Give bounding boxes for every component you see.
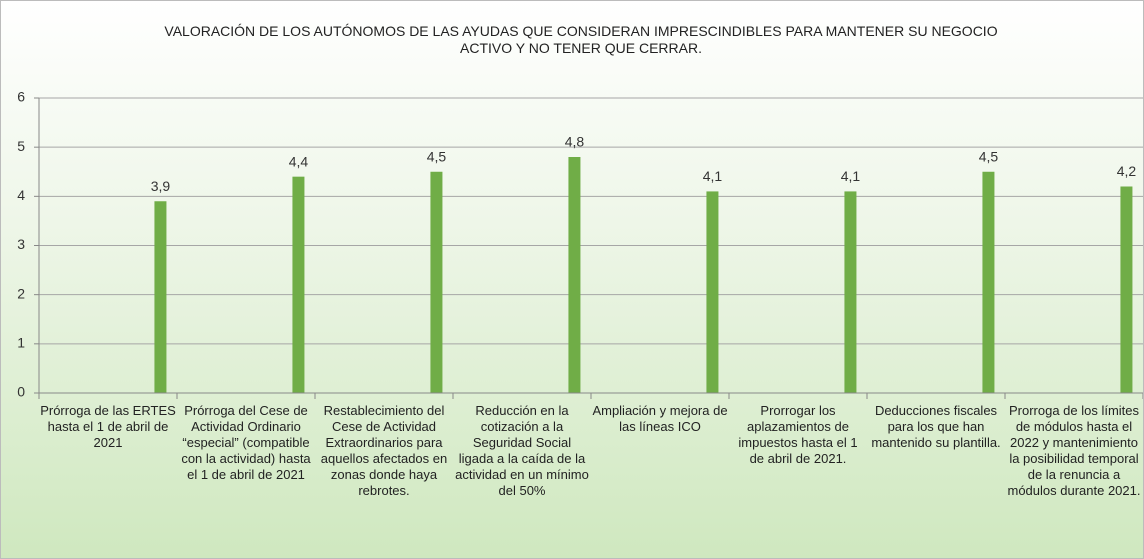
y-tick-label: 1 (17, 335, 25, 351)
y-tick-label: 0 (17, 384, 25, 400)
x-tick-label: Restablecimiento del Cese de Actividad E… (320, 403, 448, 498)
x-tick-label: Prórroga de las ERTES hasta el 1 de abri… (40, 403, 176, 450)
y-tick-label: 3 (17, 236, 25, 252)
x-tick-label: Ampliación y mejora de las líneas ICO (592, 403, 728, 434)
value-label: 3,9 (151, 178, 171, 194)
bar (982, 171, 995, 393)
value-label: 4,4 (289, 153, 309, 169)
x-tick-label: Deducciones fiscales para los que han ma… (871, 403, 1001, 450)
value-label: 4,2 (1117, 163, 1137, 179)
y-tick-label: 6 (17, 89, 25, 105)
x-tick-label: Prorrogar los aplazamientos de impuestos… (738, 403, 858, 466)
x-tick-label: Reducción en la cotización a la Segurida… (455, 403, 589, 498)
bar (430, 171, 443, 393)
bar (154, 201, 167, 393)
y-tick-label: 5 (17, 138, 25, 154)
y-tick-label: 4 (17, 187, 25, 203)
bar (706, 191, 719, 393)
bar (568, 157, 581, 393)
chart-title: VALORACIÓN DE LOS AUTÓNOMOS DE LAS AYUDA… (164, 23, 998, 56)
bar (1120, 186, 1133, 393)
y-tick-label: 2 (17, 285, 25, 301)
value-label: 4,1 (841, 168, 861, 184)
bar (844, 191, 857, 393)
x-tick-label: Prórroga del Cese de Actividad Ordinario… (181, 403, 311, 482)
x-tick-label: Prorroga de los límites de módulos hasta… (1007, 403, 1141, 498)
value-label: 4,1 (703, 168, 723, 184)
bar (292, 176, 305, 393)
value-label: 4,5 (427, 148, 447, 164)
value-label: 4,8 (565, 134, 585, 150)
value-label: 4,5 (979, 148, 999, 164)
